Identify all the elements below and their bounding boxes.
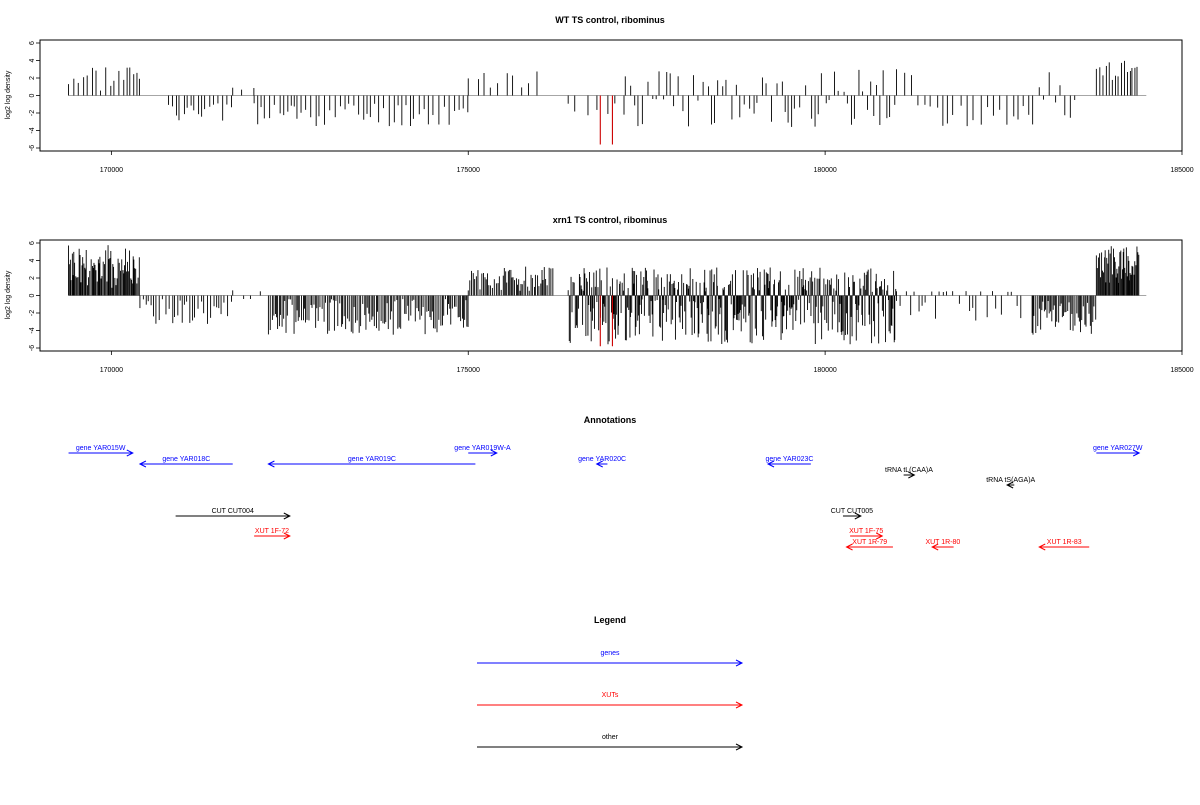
annotation-feature: gene YAR023C bbox=[765, 456, 813, 468]
annotation-feature: tRNA tL(CAA)A bbox=[885, 467, 933, 479]
feature-arrowhead bbox=[1038, 543, 1046, 551]
feature-arrowhead bbox=[283, 532, 291, 540]
bars-xrn1 bbox=[68, 245, 1147, 347]
y-tick-label: 4 bbox=[29, 58, 36, 62]
feature-arrowhead bbox=[126, 449, 134, 457]
annotation-feature: gene YAR015W bbox=[68, 445, 134, 457]
feature-arrowhead bbox=[1132, 449, 1141, 457]
annotation-feature: XUT 1R-83 bbox=[1038, 539, 1090, 551]
feature-label: CUT CUT005 bbox=[831, 508, 873, 515]
annotation-feature: CUT CUT005 bbox=[831, 508, 873, 520]
annotation-feature: gene YAR019W-A bbox=[454, 445, 511, 457]
feature-arrowhead bbox=[854, 512, 862, 520]
legend: Legend genes XUTs other bbox=[477, 615, 744, 751]
feature-arrowhead bbox=[1006, 481, 1014, 489]
legend-title: Legend bbox=[594, 615, 626, 625]
annotation-feature: gene YAR020C bbox=[578, 456, 626, 468]
y-tick-label: 2 bbox=[29, 76, 36, 80]
annotations-title: Annotations bbox=[584, 415, 637, 425]
y-tick-label: 6 bbox=[29, 241, 36, 245]
legend-label: genes bbox=[600, 650, 620, 657]
annotation-feature: XUT 1R-80 bbox=[925, 539, 960, 551]
annotation-feature: tRNA tS(AGA)A bbox=[986, 477, 1036, 489]
y-tick-label: -2 bbox=[29, 110, 36, 116]
feature-label: tRNA tS(AGA)A bbox=[986, 477, 1035, 484]
feature-arrowhead bbox=[766, 460, 775, 468]
y-tick-label: 0 bbox=[29, 293, 36, 297]
legend-item-other: other bbox=[477, 734, 744, 751]
y-tick-label: 0 bbox=[29, 93, 36, 97]
feature-label: gene YAR019W-A bbox=[454, 445, 511, 452]
x-tick-label: 175000 bbox=[457, 167, 480, 174]
chart-xrn1: xrn1 TS control, ribominus log2 log dens… bbox=[5, 215, 1194, 374]
feature-label: XUT 1R-79 bbox=[852, 539, 887, 546]
bars-wt bbox=[68, 60, 1147, 145]
y-axis-xrn1: -6 -4 -2 0 2 4 6 bbox=[29, 241, 40, 351]
feature-label: CUT CUT004 bbox=[212, 508, 254, 515]
x-axis-xrn1: 170000 175000 180000 185000 bbox=[100, 351, 1194, 374]
y-tick-label: -6 bbox=[29, 345, 36, 351]
feature-label: gene YAR019C bbox=[348, 456, 396, 463]
y-tick-label: 6 bbox=[29, 41, 36, 45]
x-tick-label: 185000 bbox=[1170, 367, 1193, 374]
feature-label: gene YAR020C bbox=[578, 456, 626, 463]
chart-title-wt: WT TS control, ribominus bbox=[555, 15, 665, 25]
feature-arrowhead bbox=[595, 460, 603, 468]
annotation-feature: gene YAR018C bbox=[138, 456, 233, 468]
annotation-feature: gene YAR027W bbox=[1093, 445, 1143, 457]
feature-arrowhead bbox=[845, 543, 853, 551]
x-tick-label: 170000 bbox=[100, 167, 123, 174]
x-tick-label: 185000 bbox=[1170, 167, 1193, 174]
feature-arrowhead bbox=[138, 460, 147, 468]
annotation-feature: XUT 1R-79 bbox=[845, 539, 893, 551]
legend-arrowhead bbox=[735, 743, 744, 751]
chart-title-xrn1: xrn1 TS control, ribominus bbox=[553, 215, 668, 225]
feature-label: gene YAR027W bbox=[1093, 445, 1143, 452]
feature-label: tRNA tL(CAA)A bbox=[885, 467, 933, 474]
annotation-feature: gene YAR019C bbox=[267, 456, 476, 468]
x-tick-label: 170000 bbox=[100, 367, 123, 374]
feature-label: XUT 1F-75 bbox=[849, 528, 883, 535]
feature-label: gene YAR018C bbox=[162, 456, 210, 463]
feature-label: XUT 1R-80 bbox=[925, 539, 960, 546]
feature-label: XUT 1F-72 bbox=[255, 528, 289, 535]
y-tick-label: 2 bbox=[29, 276, 36, 280]
x-tick-label: 180000 bbox=[813, 367, 836, 374]
feature-arrowhead bbox=[267, 460, 275, 468]
y-tick-label: 4 bbox=[29, 258, 36, 262]
legend-arrowhead bbox=[735, 659, 744, 667]
feature-arrowhead bbox=[283, 512, 291, 520]
y-tick-label: -6 bbox=[29, 145, 36, 151]
feature-label: XUT 1R-83 bbox=[1047, 539, 1082, 546]
x-tick-label: 180000 bbox=[813, 167, 836, 174]
legend-label: XUTs bbox=[602, 692, 619, 699]
y-tick-label: -4 bbox=[29, 327, 36, 333]
annotation-feature: CUT CUT004 bbox=[175, 508, 291, 520]
y-axis-label-xrn1: log2 log density bbox=[5, 270, 12, 319]
legend-arrowhead bbox=[735, 701, 744, 709]
feature-label: gene YAR015W bbox=[76, 445, 126, 452]
chart-wt: WT TS control, ribominus log2 log densit… bbox=[5, 15, 1194, 174]
feature-arrowhead bbox=[490, 449, 498, 457]
feature-label: gene YAR023C bbox=[765, 456, 813, 463]
y-axis-wt: -6 -4 -2 0 2 4 6 bbox=[29, 41, 40, 151]
y-axis-label-wt: log2 log density bbox=[5, 70, 12, 119]
annotation-features: gene YAR015W gene YAR018C gene YAR019C gene… bbox=[68, 445, 1143, 551]
legend-label: other bbox=[602, 734, 619, 741]
y-tick-label: -2 bbox=[29, 310, 36, 316]
feature-arrowhead bbox=[908, 471, 916, 479]
annotation-feature: XUT 1F-75 bbox=[849, 528, 884, 540]
x-axis-wt: 170000 175000 180000 185000 bbox=[100, 151, 1194, 174]
legend-items: genes XUTs other bbox=[477, 650, 744, 751]
feature-arrowhead bbox=[931, 543, 939, 551]
feature-arrowhead bbox=[876, 532, 884, 540]
x-tick-label: 175000 bbox=[457, 367, 480, 374]
legend-item-gene: genes bbox=[477, 650, 744, 667]
annotation-feature: XUT 1F-72 bbox=[254, 528, 291, 540]
legend-item-xut: XUTs bbox=[477, 692, 744, 709]
y-tick-label: -4 bbox=[29, 127, 36, 133]
